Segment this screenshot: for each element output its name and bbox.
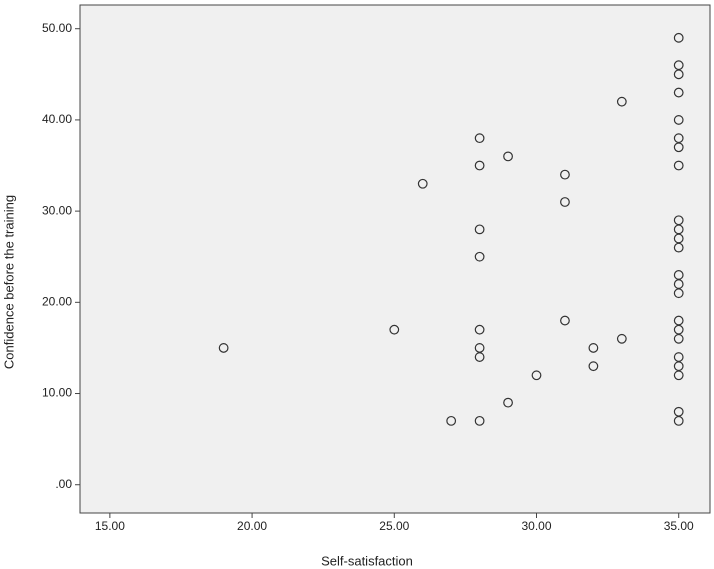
point	[503, 151, 513, 162]
point	[673, 160, 684, 171]
point	[474, 352, 485, 362]
y-axis-title: Confidence before the training	[1, 195, 16, 369]
point	[531, 370, 542, 381]
point	[588, 343, 599, 353]
point	[560, 315, 570, 326]
point	[616, 333, 627, 344]
point	[673, 333, 684, 344]
point	[673, 370, 684, 381]
point	[474, 415, 485, 426]
x-axis-title: Self-satisfaction	[321, 553, 413, 568]
point	[474, 324, 485, 335]
point	[474, 133, 485, 144]
x-tick-label: 30.00	[521, 519, 551, 533]
y-tick-label: 10.00	[42, 386, 72, 400]
x-tick-label: 15.00	[95, 519, 125, 533]
point	[673, 69, 684, 80]
point	[673, 415, 684, 426]
point	[673, 87, 684, 98]
point	[474, 160, 485, 171]
x-tick-label: 35.00	[664, 519, 694, 533]
point	[503, 397, 513, 408]
point	[673, 242, 684, 253]
y-tick-label: 30.00	[42, 203, 72, 217]
point	[474, 251, 485, 262]
point	[616, 96, 627, 107]
y-tick-label: .00	[55, 477, 72, 491]
point	[446, 415, 457, 426]
point	[588, 361, 599, 372]
y-tick-label: 40.00	[42, 112, 72, 126]
point	[560, 169, 570, 180]
y-tick-label: 20.00	[42, 294, 72, 308]
point	[673, 288, 684, 299]
point	[474, 224, 485, 235]
point	[417, 178, 428, 189]
x-tick-label: 25.00	[379, 519, 409, 533]
point	[673, 115, 684, 125]
point	[673, 142, 684, 153]
point	[560, 197, 570, 207]
plot-area	[79, 4, 711, 514]
y-tick-label: 50.00	[42, 21, 72, 35]
x-tick-label: 20.00	[237, 519, 267, 533]
point	[389, 324, 400, 335]
point	[218, 343, 229, 353]
point	[673, 32, 684, 43]
